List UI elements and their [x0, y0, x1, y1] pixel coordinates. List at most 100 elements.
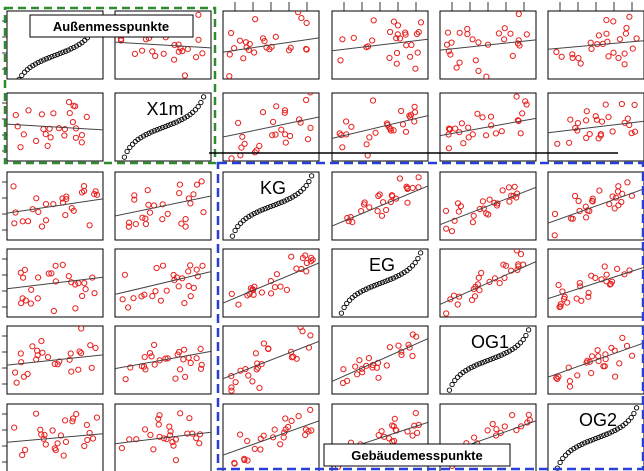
regression-line [548, 120, 644, 134]
scatter-point [25, 107, 32, 114]
scatter-point [370, 17, 377, 24]
scatter-point [78, 132, 86, 139]
scatter-point [175, 283, 182, 290]
diagonal-quantile-point [35, 59, 41, 66]
diagonal-quantile-point [149, 129, 155, 135]
outer-group-label-box [29, 14, 194, 38]
scatter-point [363, 362, 370, 369]
scatter-point [287, 44, 294, 51]
scatter-point [343, 118, 350, 125]
scatter-point [517, 251, 525, 258]
diagonal-quantile-point [32, 61, 39, 67]
scatter-point [523, 31, 530, 38]
diagonal-quantile-point [609, 429, 615, 435]
scatter-point [62, 212, 69, 219]
scatter-point [478, 269, 485, 276]
scatter-point [256, 384, 263, 391]
diagonal-quantile-point [303, 182, 309, 189]
scatter-point [365, 355, 372, 362]
scatter-point [508, 267, 515, 274]
scatter-point [148, 353, 155, 360]
scatter-point [505, 184, 512, 191]
scatter-point [193, 54, 200, 61]
scatter-point [258, 361, 265, 368]
regression-line [332, 38, 428, 52]
diagonal-quantile-point [584, 439, 591, 445]
scatter-point [185, 268, 192, 275]
scatter-point [245, 46, 252, 54]
scatter-point [508, 412, 516, 419]
scatter-point [455, 208, 462, 215]
scatter-point [352, 363, 359, 370]
scatter-point [236, 37, 244, 44]
scatter-point [78, 350, 85, 357]
scatter-point [515, 11, 522, 18]
scatter-point [363, 141, 370, 148]
scatter-point [460, 140, 467, 147]
matrix-cell-1-2 [222, 92, 320, 162]
scatter-point [119, 296, 126, 303]
scatter-point [126, 219, 133, 226]
scatter-point [568, 215, 575, 222]
diagonal-quantile-point [385, 277, 391, 283]
scatter-point [61, 132, 68, 139]
diagonal-quantile-point [200, 94, 207, 100]
diagonal-quantile-point [257, 208, 263, 214]
scatter-point [68, 368, 75, 375]
scatter-point [305, 428, 312, 435]
diagonal-quantile-point [306, 178, 312, 185]
scatter-point [488, 122, 495, 129]
scatter-point [391, 415, 398, 422]
matrix-cell-1-0 [2, 92, 104, 162]
regression-line [223, 420, 319, 456]
scatter-point [609, 193, 616, 200]
regression-line [332, 115, 428, 139]
scatter-point [566, 139, 573, 146]
diagonal-quantile-point [560, 455, 566, 462]
diagonal-quantile-point [371, 283, 377, 289]
scatter-point [486, 196, 493, 203]
scatter-point [145, 201, 152, 208]
scatter-point [76, 348, 83, 355]
scatter-point [337, 57, 344, 64]
scatter-point [307, 332, 314, 339]
scatter-point [499, 187, 506, 194]
scatter-point [19, 452, 26, 459]
scatter-point [464, 30, 471, 38]
diagonal-quantile-point [289, 194, 296, 200]
matrix-cell-0-4 [439, 2, 537, 80]
scatter-point [228, 387, 235, 394]
scatter-point [226, 51, 233, 58]
scatter-point [298, 15, 305, 22]
scatter-point [411, 103, 418, 110]
scatter-point [231, 459, 238, 467]
scatter-point [626, 121, 633, 129]
diagonal-quantile-point [498, 352, 504, 358]
scatter-point [35, 274, 42, 281]
scatter-point [34, 295, 41, 302]
scatter-point [596, 187, 603, 194]
scatter-point [496, 280, 503, 287]
diagonal-quantile-point [273, 201, 279, 208]
scatter-point [626, 267, 633, 274]
scatter-point [381, 433, 388, 440]
scatter-point [378, 428, 385, 435]
diagonal-quantile-point [265, 204, 271, 211]
scatter-point [131, 192, 138, 199]
scatter-point [295, 413, 302, 420]
scatter-point [501, 36, 508, 43]
scatter-point [254, 360, 261, 367]
scatter-point [479, 198, 486, 205]
diagonal-quantile-point [179, 116, 185, 123]
scatter-point [69, 418, 76, 425]
diagonal-quantile-point [54, 51, 61, 58]
diagonal-quantile-point [598, 433, 604, 440]
scatter-point [403, 42, 410, 49]
scatter-point [257, 446, 264, 453]
diagonal-quantile-point [573, 444, 580, 450]
diagonal-quantile-point [412, 259, 418, 266]
diagonal-quantile-point [390, 275, 396, 281]
scatter-point [375, 374, 382, 381]
scatter-point [157, 297, 164, 304]
scatter-point [443, 225, 450, 232]
